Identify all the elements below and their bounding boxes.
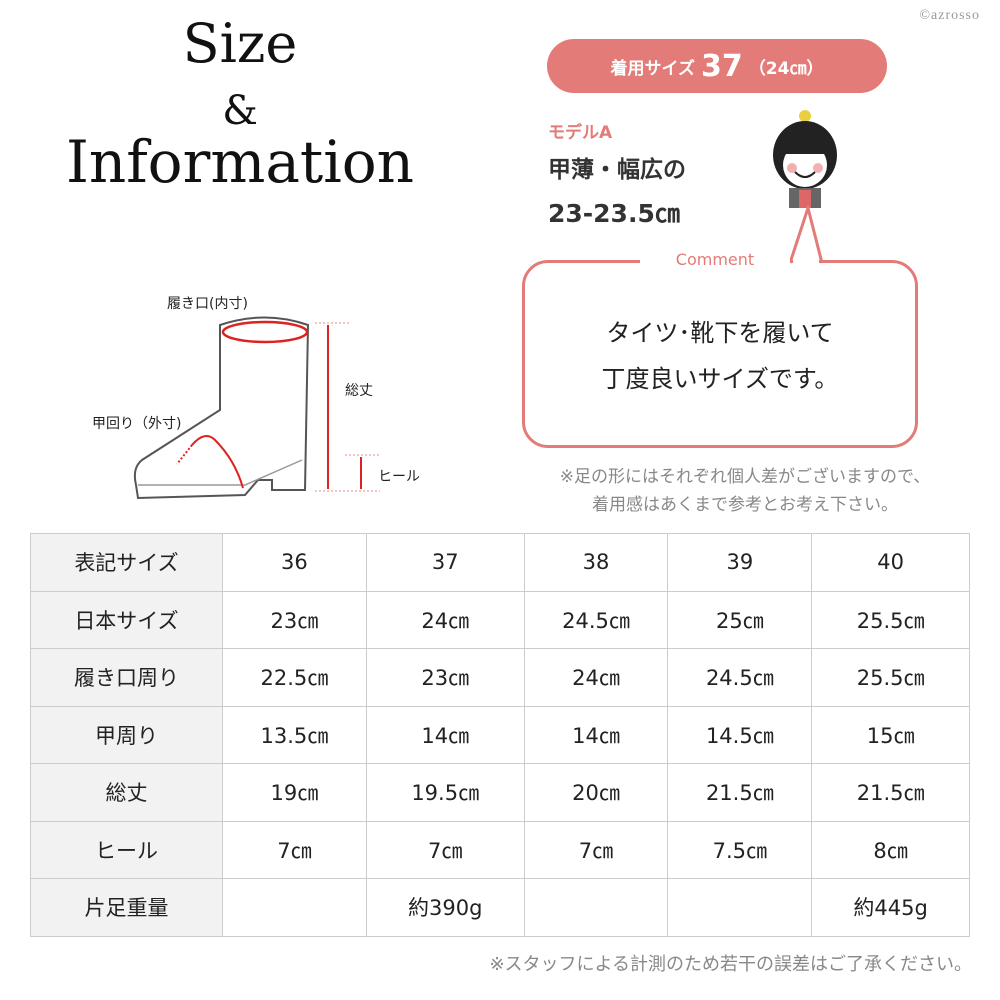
worn-size-label: 着用サイズ <box>610 58 696 79</box>
model-avatar-icon <box>773 110 837 208</box>
table-cell: 7㎝ <box>365 820 525 879</box>
comment-line-2: 丁度良いサイズです。 <box>601 365 839 393</box>
heading-size: Size <box>182 12 298 75</box>
heading-information: Information <box>65 128 415 196</box>
table-cell: 38 <box>523 533 669 592</box>
table-cell: 19.5㎝ <box>365 763 525 822</box>
table-row: 履き口周り 22.5㎝ 23㎝ 24㎝ 24.5㎝ 25.5㎝ <box>30 648 970 707</box>
comment-title: Comment <box>640 250 790 269</box>
table-cell: 13.5㎝ <box>222 705 367 764</box>
table-cell: 25.5㎝ <box>811 590 970 649</box>
row-label: 甲周り <box>30 705 223 764</box>
table-cell: 8㎝ <box>811 820 970 879</box>
row-label: 日本サイズ <box>30 590 223 649</box>
table-cell: 21.5㎝ <box>667 763 813 822</box>
row-label: 総丈 <box>30 763 223 822</box>
table-cell: 約390g <box>365 878 525 937</box>
table-cell: 約445g <box>811 878 970 937</box>
copyright: ©azrosso <box>919 8 980 23</box>
fit-note: ※足の形にはそれぞれ個人差がございますので、 着用感はあくまで参考とお考え下さい… <box>500 463 990 519</box>
model-foot-type: 甲薄・幅広の <box>548 157 686 183</box>
table-row: 表記サイズ 36 37 38 39 40 <box>30 533 970 592</box>
table-cell: 19㎝ <box>222 763 367 822</box>
table-cell: 7㎝ <box>222 820 367 879</box>
table-row: ヒール 7㎝ 7㎝ 7㎝ 7.5㎝ 8㎝ <box>30 820 970 879</box>
table-cell: 40 <box>811 533 970 592</box>
boot-illustration-icon <box>133 316 380 500</box>
table-cell: 23㎝ <box>365 648 525 707</box>
table-row: 日本サイズ 23㎝ 24㎝ 24.5㎝ 25㎝ 25.5㎝ <box>30 590 970 649</box>
fit-note-line-2: 着用感はあくまで参考とお考え下さい。 <box>592 495 898 515</box>
table-cell: 24.5㎝ <box>667 648 813 707</box>
label-total-height: 総丈 <box>345 383 373 399</box>
worn-size-value: 37 <box>701 48 743 84</box>
worn-size-badge: 着用サイズ 37 （24㎝） <box>547 39 887 93</box>
table-cell: 25.5㎝ <box>811 648 970 707</box>
table-cell: 36 <box>222 533 367 592</box>
label-opening: 履き口(内寸) <box>167 296 248 312</box>
fit-note-line-1: ※足の形にはそれぞれ個人差がございますので、 <box>559 467 931 487</box>
table-cell: 7.5㎝ <box>667 820 813 879</box>
table-cell <box>222 878 367 937</box>
comment-text: タイツ･靴下を履いて 丁度良いサイズです。 <box>522 310 918 402</box>
comment-line-1: タイツ･靴下を履いて <box>606 319 834 347</box>
table-cell: 37 <box>365 533 525 592</box>
table-cell <box>523 878 669 937</box>
label-heel: ヒール <box>378 469 420 485</box>
model-foot-size: 23-23.5㎝ <box>548 199 680 228</box>
table-cell: 7㎝ <box>523 820 669 879</box>
table-cell: 14.5㎝ <box>667 705 813 764</box>
row-label: ヒール <box>30 820 223 879</box>
table-cell: 25㎝ <box>667 590 813 649</box>
table-row: 総丈 19㎝ 19.5㎝ 20㎝ 21.5㎝ 21.5㎝ <box>30 763 970 822</box>
measurement-note: ※スタッフによる計測のため若干の誤差はご了承ください。 <box>489 954 972 975</box>
table-cell: 20㎝ <box>523 763 669 822</box>
boot-diagram: 履き口(内寸) 総丈 甲回り（外寸) ヒール <box>80 280 460 510</box>
bubble-tail <box>790 205 824 264</box>
table-cell: 14㎝ <box>523 705 669 764</box>
label-instep: 甲回り（外寸) <box>92 416 182 432</box>
table-cell: 24.5㎝ <box>523 590 669 649</box>
worn-size-cm: （24㎝） <box>748 58 824 79</box>
heading-amp: & <box>222 88 258 134</box>
table-cell: 14㎝ <box>365 705 525 764</box>
table-cell: 15㎝ <box>811 705 970 764</box>
model-name: モデルA <box>548 123 613 143</box>
table-cell: 39 <box>667 533 813 592</box>
table-row: 甲周り 13.5㎝ 14㎝ 14㎝ 14.5㎝ 15㎝ <box>30 705 970 764</box>
row-label: 履き口周り <box>30 648 223 707</box>
table-cell: 24㎝ <box>523 648 669 707</box>
table-cell: 23㎝ <box>222 590 367 649</box>
row-label: 片足重量 <box>30 878 223 937</box>
table-cell <box>667 878 813 937</box>
table-cell: 24㎝ <box>365 590 525 649</box>
row-label: 表記サイズ <box>30 533 223 592</box>
table-cell: 22.5㎝ <box>222 648 367 707</box>
table-cell: 21.5㎝ <box>811 763 970 822</box>
table-row: 片足重量 約390g 約445g <box>30 878 970 937</box>
